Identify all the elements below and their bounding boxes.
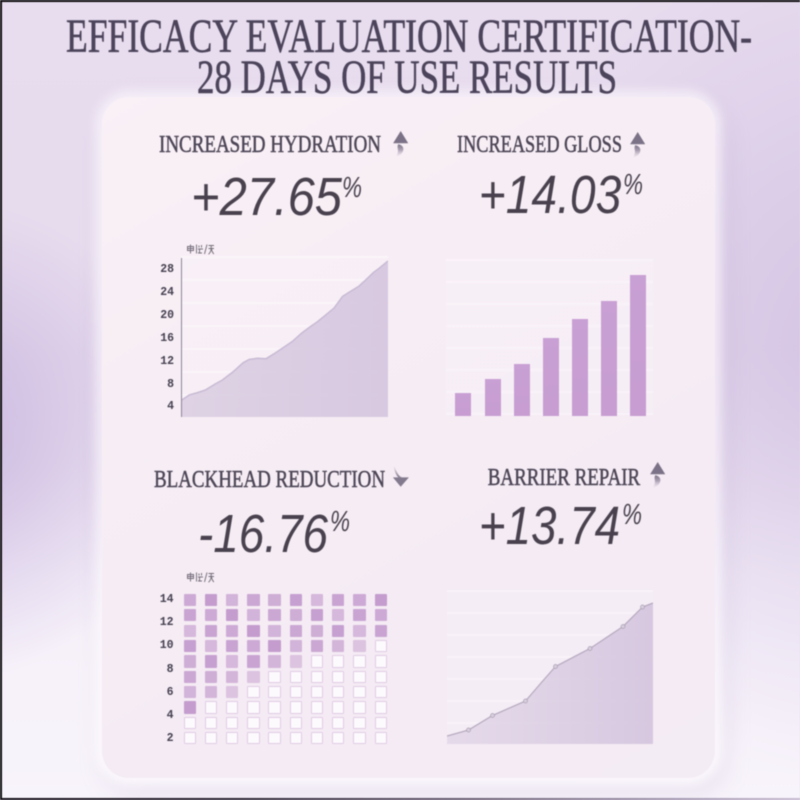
svg-text:%: % — [623, 169, 643, 201]
svg-text:%: % — [330, 506, 350, 538]
svg-text:%: % — [342, 172, 362, 204]
svg-text:-16.76: -16.76 — [198, 504, 329, 564]
svg-text:BLACKHEAD REDUCTION: BLACKHEAD REDUCTION — [154, 467, 385, 493]
svg-text:%: % — [622, 499, 642, 531]
svg-text:INCREASED GLOSS: INCREASED GLOSS — [457, 132, 622, 158]
svg-text:BARRIER REPAIR: BARRIER REPAIR — [487, 465, 639, 491]
svg-text:INCREASED HYDRATION: INCREASED HYDRATION — [159, 132, 381, 158]
svg-text:+27.65: +27.65 — [191, 167, 343, 227]
svg-text:+14.03: +14.03 — [479, 165, 622, 225]
svg-text:+13.74: +13.74 — [479, 496, 620, 556]
svg-text:EFFICACY EVALUATION CERTIFICAT: EFFICACY EVALUATION CERTIFICATION- — [66, 10, 752, 63]
svg-text:28 DAYS OF USE RESULTS: 28 DAYS OF USE RESULTS — [197, 51, 617, 104]
